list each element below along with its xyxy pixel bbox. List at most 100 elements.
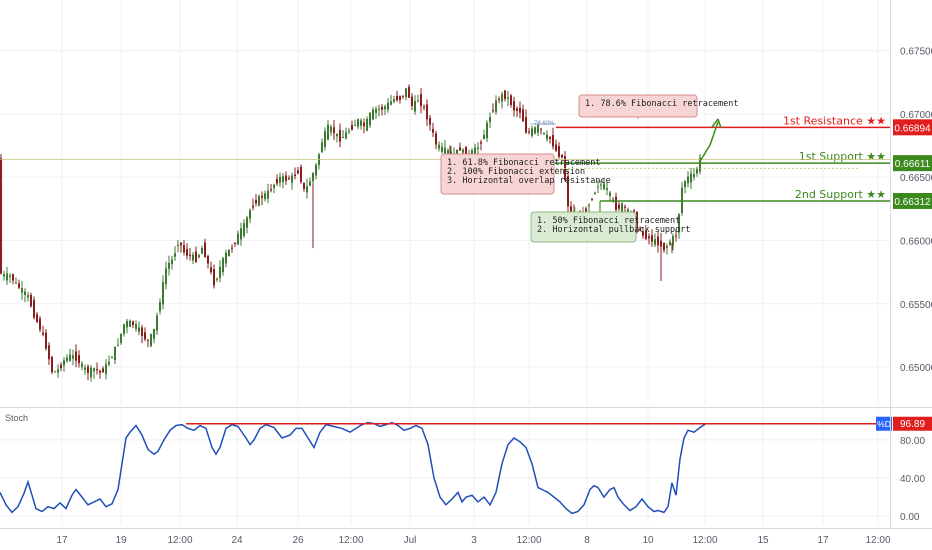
candle-body bbox=[360, 120, 362, 126]
candle-body bbox=[27, 295, 29, 298]
candle-body bbox=[600, 184, 602, 186]
candle-body bbox=[294, 174, 296, 176]
time-tick-label: 12:00 bbox=[167, 535, 192, 546]
time-tick-label: 24 bbox=[231, 535, 243, 546]
candle-body bbox=[108, 361, 110, 365]
candle-body bbox=[552, 135, 554, 147]
candle-body bbox=[96, 369, 98, 371]
time-tick-label: 12:00 bbox=[516, 535, 541, 546]
candle-body bbox=[21, 288, 23, 293]
candle-body bbox=[699, 157, 701, 172]
candle-body bbox=[498, 98, 500, 101]
candle-body bbox=[528, 131, 530, 133]
candle-body bbox=[66, 357, 68, 361]
level-label: 1st Resistance ★★ bbox=[783, 114, 886, 127]
candle-body bbox=[234, 242, 236, 244]
annotation-box bbox=[578, 94, 698, 118]
candle-body bbox=[558, 146, 560, 157]
candle-body bbox=[435, 133, 437, 145]
candle-body bbox=[354, 124, 356, 126]
time-tick-label: Jul bbox=[404, 535, 417, 546]
candle-body bbox=[615, 196, 617, 211]
candle-body bbox=[9, 275, 11, 277]
candle-body bbox=[3, 274, 5, 277]
candle-body bbox=[87, 366, 89, 374]
candle-body bbox=[231, 247, 233, 249]
candle-body bbox=[159, 302, 161, 312]
candle-body bbox=[342, 136, 344, 138]
candle-body bbox=[567, 176, 569, 207]
candle-body bbox=[345, 132, 347, 139]
candle-body bbox=[372, 109, 374, 120]
annotation-text: 1. 78.6% Fibonacci retracement bbox=[585, 99, 739, 109]
candle-body bbox=[144, 332, 146, 340]
candle-body bbox=[147, 339, 149, 341]
candle-body bbox=[420, 94, 422, 107]
candle-body bbox=[228, 249, 230, 257]
candle-body bbox=[129, 320, 131, 327]
candle-body bbox=[303, 182, 305, 190]
candle-body bbox=[654, 239, 656, 245]
candle-body bbox=[78, 355, 80, 364]
candle-body bbox=[537, 124, 539, 133]
candle-body bbox=[261, 195, 263, 198]
candle-body bbox=[120, 333, 122, 343]
candle-body bbox=[321, 142, 323, 153]
candle-body bbox=[693, 174, 695, 178]
candle-body bbox=[111, 357, 113, 359]
candle-body bbox=[474, 147, 476, 158]
candle-body bbox=[276, 178, 278, 184]
candle-body bbox=[585, 208, 587, 213]
candle-body bbox=[594, 192, 596, 194]
candle-body bbox=[636, 211, 638, 228]
candle-body bbox=[63, 360, 65, 366]
stoch-pane: Stoch %D 96.89 bbox=[0, 413, 932, 515]
candle-body bbox=[186, 249, 188, 256]
candle-body bbox=[48, 345, 50, 360]
candle-body bbox=[210, 267, 212, 273]
candle-body bbox=[153, 329, 155, 339]
candle-body bbox=[195, 251, 197, 262]
candle-body bbox=[24, 291, 26, 295]
stoch-tick-label: 40.00 bbox=[900, 474, 925, 485]
candle-body bbox=[42, 332, 44, 335]
candle-body bbox=[171, 259, 173, 265]
candle-body bbox=[180, 242, 182, 246]
candle-body bbox=[504, 90, 506, 100]
candle-body bbox=[603, 183, 605, 190]
time-tick-label: 12:00 bbox=[338, 535, 363, 546]
candle-body bbox=[291, 175, 293, 183]
time-tick-label: 26 bbox=[292, 535, 304, 546]
time-tick-label: 17 bbox=[817, 535, 829, 546]
candle-body bbox=[444, 147, 446, 155]
projection-arrowhead bbox=[711, 118, 722, 129]
candle-body bbox=[438, 144, 440, 149]
annotation-text: 1. 50% Fibonacci retracement bbox=[537, 216, 680, 226]
annotation-text: 2. Horizontal pullback support bbox=[537, 225, 691, 235]
candle-body bbox=[51, 356, 53, 373]
candle-body bbox=[258, 196, 260, 206]
candle-body bbox=[522, 109, 524, 122]
candle-body bbox=[207, 255, 209, 264]
candle-body bbox=[99, 370, 101, 373]
candle-body bbox=[219, 266, 221, 278]
stoch-d-tag-text: %D bbox=[877, 419, 891, 429]
candle-body bbox=[351, 125, 353, 130]
level-price-tag bbox=[893, 155, 932, 172]
candle-body bbox=[183, 245, 185, 253]
candle-body bbox=[375, 108, 377, 113]
candle-body bbox=[516, 108, 518, 111]
candle-body bbox=[486, 122, 488, 139]
candle-body bbox=[648, 236, 650, 239]
candle-body bbox=[117, 344, 119, 346]
candle-body bbox=[192, 254, 194, 261]
candle-body bbox=[213, 269, 215, 286]
fib-label: 78.60% bbox=[534, 121, 555, 127]
candle-body bbox=[90, 367, 92, 378]
candle-body bbox=[363, 122, 365, 127]
projection bbox=[698, 118, 722, 164]
candle-body bbox=[156, 315, 158, 331]
candle-body bbox=[138, 327, 140, 332]
